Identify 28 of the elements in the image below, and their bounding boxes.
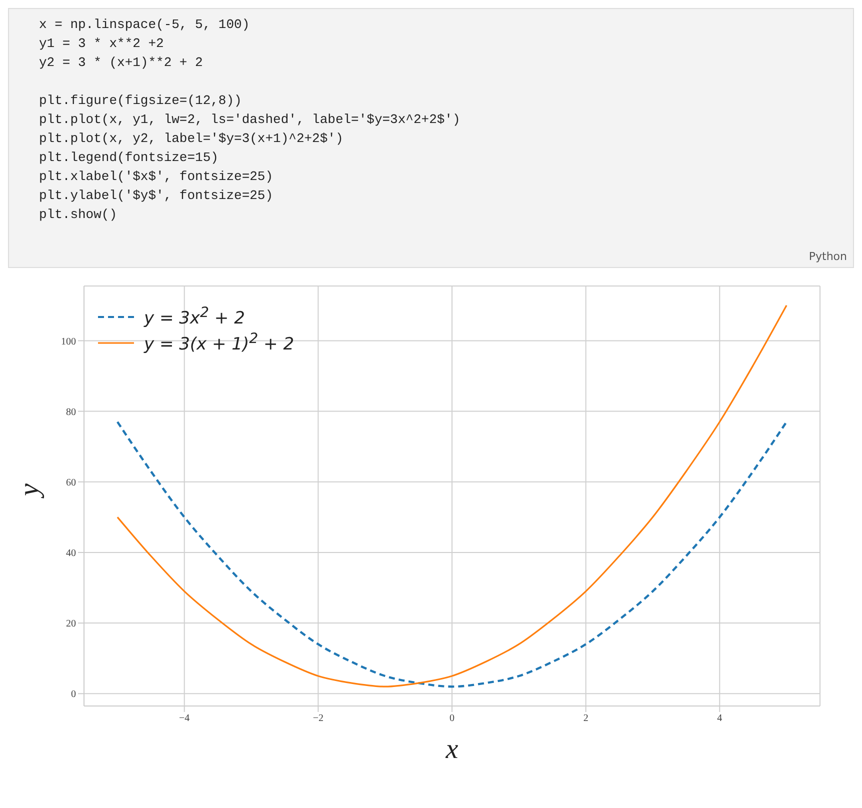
text: Python — [808, 250, 847, 263]
y-tick-label: 20 — [66, 618, 76, 630]
x-tick-label: −4 — [179, 713, 190, 724]
line-series — [116, 420, 788, 688]
y-axis-title: y — [14, 483, 45, 499]
text: plt.plot(x, y2, label='$y=3(x+1)^2+2$') — [39, 131, 344, 148]
x-tick-label: 0 — [450, 713, 454, 724]
y-tick-label: 100 — [61, 336, 76, 348]
legend-label: y = 3x$^{2}$ + 2 — [144, 305, 245, 329]
y-tick-label: 80 — [66, 406, 76, 418]
text: y1 = 3 * x**2 +2 — [39, 36, 165, 53]
text: plt.show() — [39, 207, 118, 224]
x-tick-label: 2 — [583, 713, 588, 724]
legend-label: y = 3(x + 1)$^{2}$ + 2 — [144, 331, 294, 355]
text: y2 = 3 * (x+1)**2 + 2 — [39, 55, 204, 72]
y-tick-label: 60 — [66, 477, 76, 488]
y-tick-label: 0 — [71, 689, 76, 700]
y-tick-label: 40 — [66, 548, 76, 560]
line-series — [116, 304, 788, 688]
text: plt.xlabel('$x$', fontsize=25) — [39, 169, 274, 186]
text: x = np.linspace(-5, 5, 100) — [39, 17, 251, 34]
x-axis-title: x — [444, 734, 459, 765]
text: plt.ylabel('$y$', fontsize=25) — [39, 188, 274, 205]
text: plt.legend(fontsize=15) — [39, 150, 220, 167]
x-tick-label: −2 — [312, 713, 324, 724]
text: plt.figure(figsize=(12,8)) — [39, 93, 243, 110]
x-tick-label: 4 — [717, 713, 722, 724]
text: plt.plot(x, y1, lw=2, ls='dashed', label='$y=3x^2+2$') — [39, 112, 460, 129]
